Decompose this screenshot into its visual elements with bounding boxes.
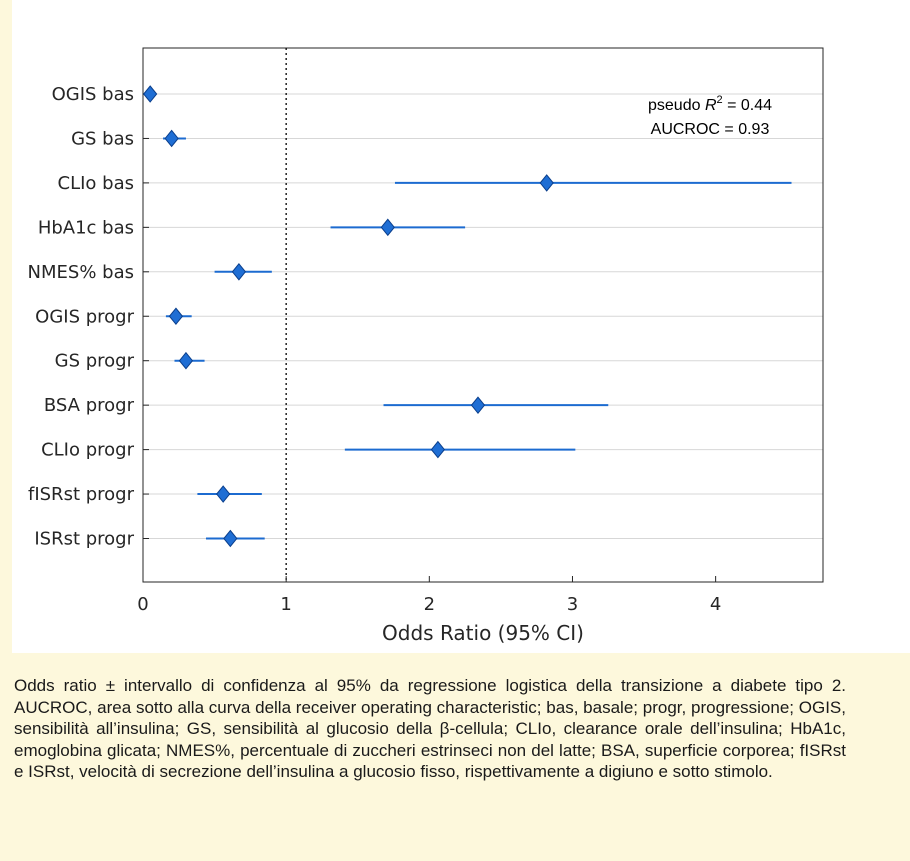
x-tick-label: 1	[280, 594, 291, 615]
x-tick-label: 4	[710, 594, 721, 615]
x-axis-label: Odds Ratio (95% CI)	[382, 621, 584, 645]
or-marker	[539, 174, 554, 192]
x-tick-label: 0	[137, 594, 148, 615]
y-tick-label: HbA1c bas	[38, 217, 134, 238]
or-markers	[143, 85, 554, 548]
or-marker	[380, 218, 395, 237]
y-tick-label: GS progr	[55, 351, 135, 372]
or-marker	[430, 440, 446, 459]
y-tick-label: NMES% bas	[28, 262, 134, 283]
y-tick-label: BSA progr	[44, 395, 135, 416]
y-axis-ticks: OGIS bas GS bas CLIo bas HbA1c bas NMES% bas…	[28, 84, 149, 550]
figure-caption: Odds ratio ± intervallo di confidenza al…	[14, 676, 846, 781]
axes-frame	[142, 47, 824, 583]
pseudo-r2-annotation: pseudo R2 = 0.44	[648, 94, 772, 114]
y-tick-label: CLIo bas	[58, 173, 134, 194]
pseudo-r2-prefix: pseudo	[648, 97, 705, 114]
y-tick-label: CLIo progr	[41, 440, 135, 461]
or-marker	[223, 529, 238, 548]
x-tick-label: 2	[424, 594, 435, 615]
y-tick-label: GS bas	[71, 128, 134, 149]
forest-plot: 0 1 2 3 4 OGIS bas GS bas CLIo bas HbA1c bas NME…	[28, 47, 824, 645]
or-marker	[216, 485, 231, 503]
aucroc-annotation: AUCROC = 0.93	[651, 121, 770, 138]
pseudo-r2-superscript: 2	[717, 94, 723, 106]
or-marker	[470, 396, 486, 414]
y-tick-label: OGIS progr	[35, 306, 134, 327]
y-tick-label: ISRst progr	[34, 529, 134, 550]
or-marker	[231, 263, 247, 281]
or-marker	[168, 307, 184, 326]
figure-panel: 0 1 2 3 4 OGIS bas GS bas CLIo bas HbA1c bas NME…	[12, 0, 910, 653]
or-marker	[143, 85, 158, 103]
or-marker	[178, 351, 194, 370]
x-axis-ticks: 0 1 2 3 4	[137, 576, 721, 615]
or-marker	[164, 129, 179, 148]
y-tick-label: fISRst progr	[28, 484, 135, 505]
grid-lines	[143, 93, 823, 539]
pseudo-r2-symbol: R	[705, 97, 717, 114]
y-tick-label: OGIS bas	[52, 84, 134, 105]
x-tick-label: 3	[567, 594, 578, 615]
pseudo-r2-value: = 0.44	[723, 97, 772, 114]
